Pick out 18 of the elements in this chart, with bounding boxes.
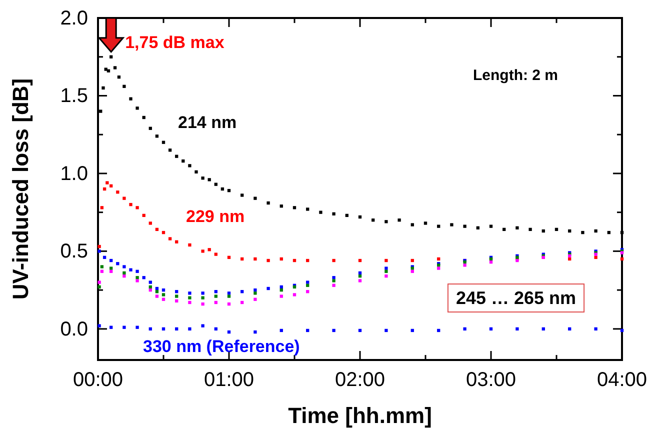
- series-label: 330 nm (Reference): [143, 337, 300, 356]
- x-tick-label: 04:00: [596, 369, 648, 392]
- annotation: Length: 2 m: [473, 67, 558, 84]
- series-label: 229 nm: [186, 207, 245, 226]
- x-tick-label: 02:00: [334, 369, 386, 392]
- y-tick-label: 1.5: [60, 85, 88, 108]
- series-label: 214 nm: [178, 113, 237, 132]
- y-tick-label: 0.5: [60, 240, 88, 263]
- y-axis-title: UV-induced loss [dB]: [8, 78, 33, 300]
- x-axis-title: Time [hh.mm]: [288, 403, 432, 428]
- y-tick-label: 0.0: [60, 318, 88, 340]
- annotation: 1,75 dB max: [125, 33, 225, 52]
- x-tick-label: 01:00: [204, 369, 254, 392]
- annotation: 245 … 265 nm: [456, 288, 576, 308]
- y-tick-label: 2.0: [60, 7, 88, 30]
- x-tick-label: 00:00: [72, 369, 124, 392]
- x-tick-label: 03:00: [466, 369, 516, 392]
- y-tick-label: 1.0: [60, 162, 88, 185]
